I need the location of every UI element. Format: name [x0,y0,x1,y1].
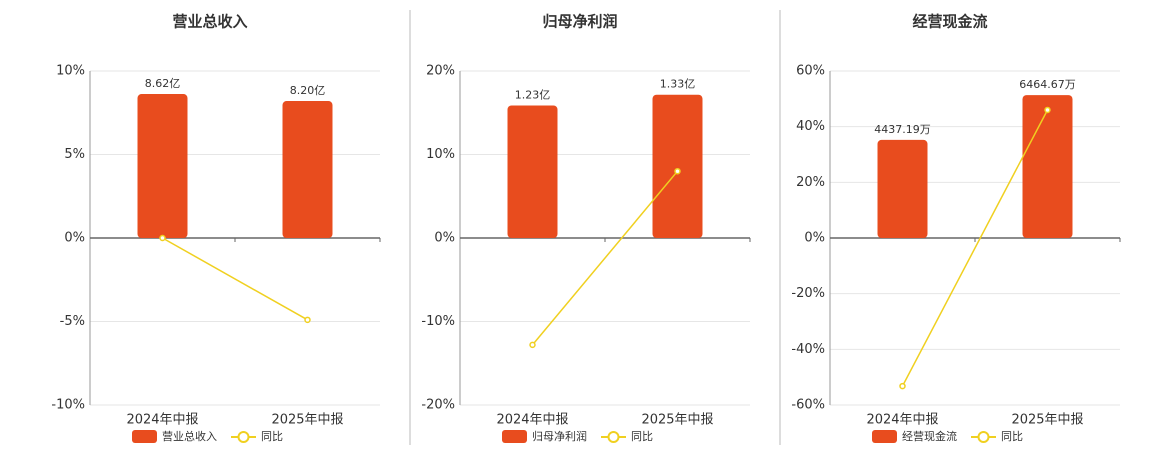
value-label: 1.33亿 [660,78,696,91]
y-tick-label: 40% [796,119,825,134]
point [1044,106,1051,114]
y-tick-label: -10% [421,314,455,329]
y-tick-label: 20% [796,175,825,190]
legend-swatch [502,430,527,443]
y-tick-label: -20% [421,398,455,413]
value-label: 4437.19万 [874,123,931,136]
line [531,170,679,346]
chart-title: 归母净利润 [542,13,617,31]
y-tick-label: 60% [796,64,825,79]
y-tick-label: -5% [60,314,85,329]
y-tick-label: 5% [64,147,85,162]
y-tick-label: 0% [64,231,85,246]
bar [652,94,703,239]
chart-title: 经营现金流 [912,13,987,31]
legend-label: 同比 [1001,430,1023,443]
line [901,109,1049,387]
y-tick-label: 10% [56,64,85,79]
x-tick-label: 2024年中报 [126,413,198,428]
bar [1022,95,1073,238]
y-tick-label: -10% [51,398,85,413]
y-tick-label: 0% [804,231,825,246]
bar [137,94,188,239]
y-tick-label: 10% [426,147,455,162]
legend-label: 同比 [631,430,653,443]
x-tick-label: 2025年中报 [1011,413,1083,428]
x-tick-label: 2025年中报 [641,413,713,428]
line [162,237,308,321]
point [899,382,906,390]
legend-label: 营业总收入 [162,429,217,443]
chart-title: 营业总收入 [172,13,247,31]
x-tick-label: 2024年中报 [866,413,938,428]
y-tick-label: -20% [791,286,825,301]
legend-swatch [872,430,897,443]
y-tick-label: -40% [791,342,825,357]
legend-marker [977,431,990,443]
legend-label: 归母净利润 [532,429,587,443]
point [674,167,681,175]
value-label: 6464.67万 [1019,78,1076,91]
y-tick-label: 20% [426,64,455,79]
point [304,316,311,324]
legend-swatch [132,430,157,443]
legend-label: 同比 [261,430,283,443]
x-tick-label: 2024年中报 [496,413,568,428]
bar [877,139,928,238]
value-label: 8.62亿 [145,77,181,90]
point [529,341,536,349]
legend-label: 经营现金流 [902,429,957,443]
bar [282,101,333,238]
x-tick-label: 2025年中报 [271,413,343,428]
value-label: 8.20亿 [290,84,326,97]
point [159,234,166,242]
bar [507,105,558,238]
legend-marker [237,431,250,443]
legend-marker [607,431,620,443]
value-label: 1.23亿 [515,88,551,101]
y-tick-label: 0% [434,231,455,246]
y-tick-label: -60% [791,398,825,413]
